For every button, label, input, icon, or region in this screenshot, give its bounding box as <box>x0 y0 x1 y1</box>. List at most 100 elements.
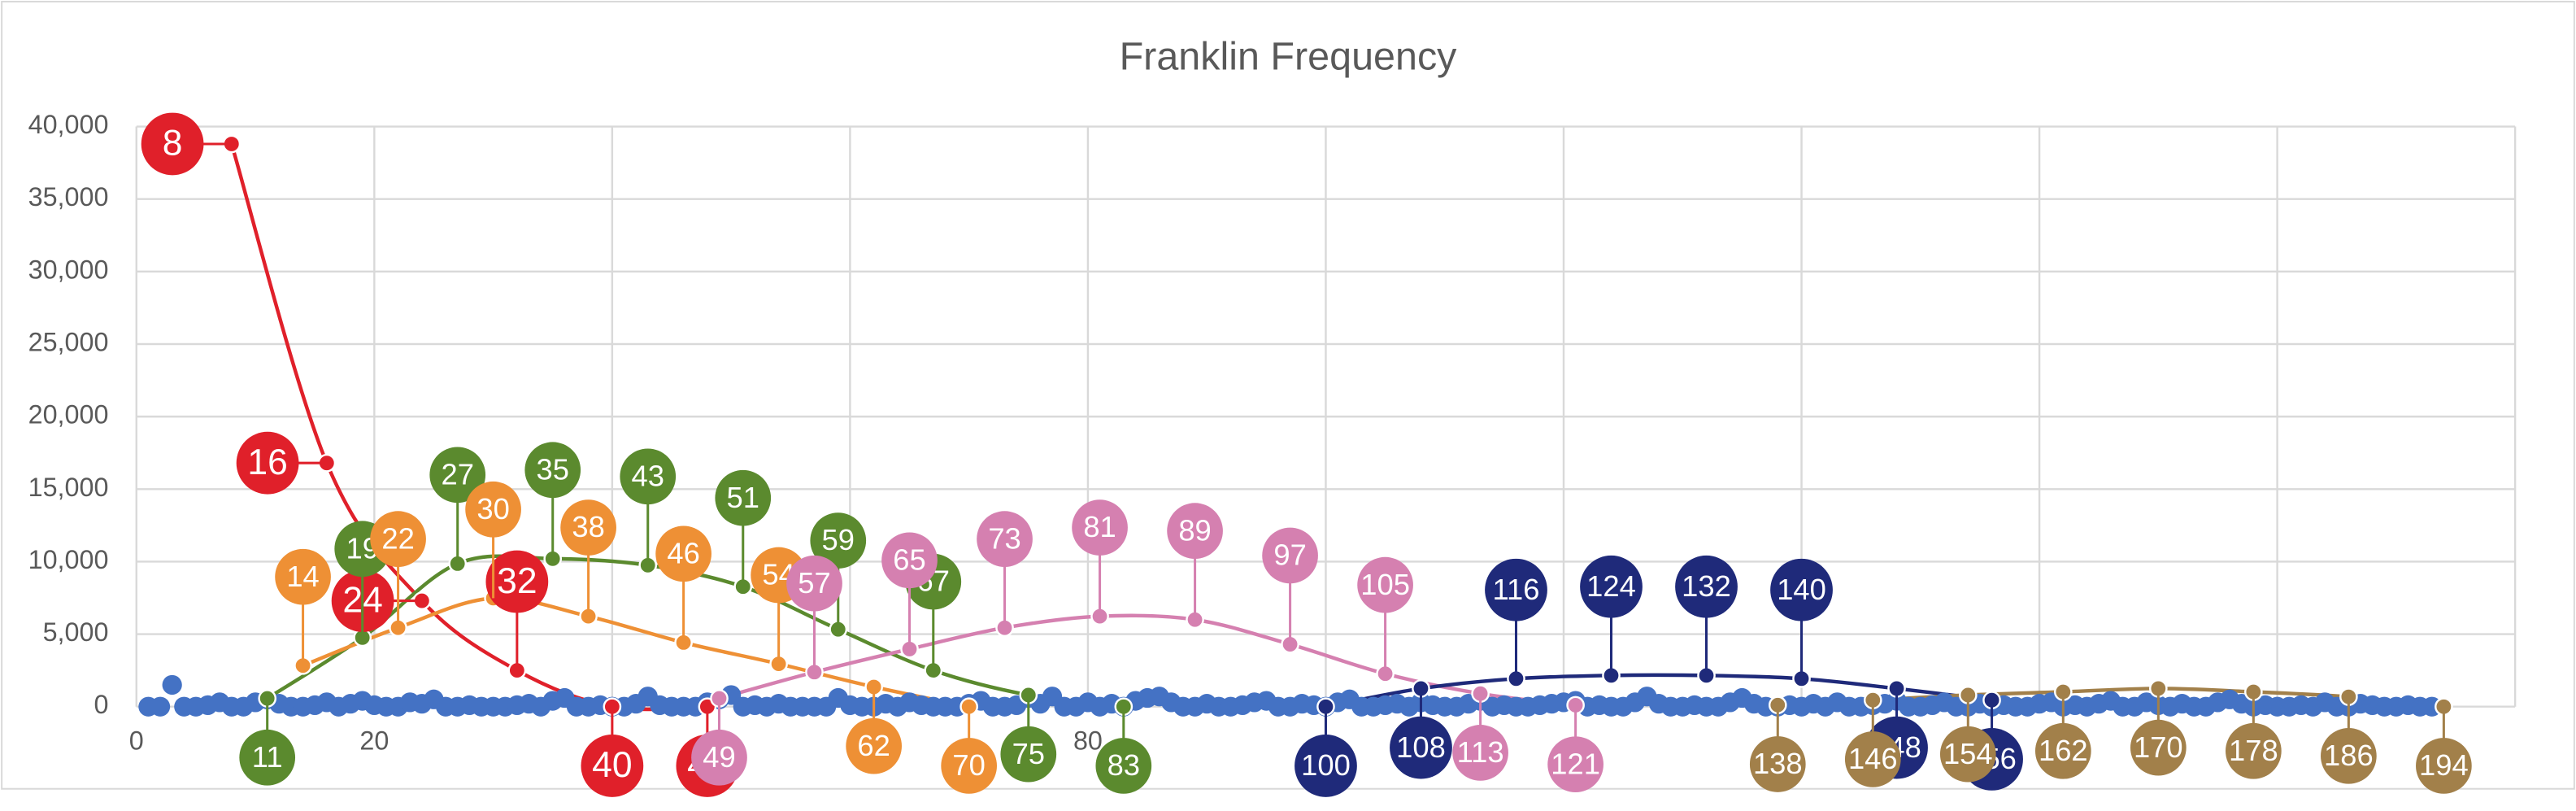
data-label: 65 <box>893 543 925 576</box>
label-bubble <box>560 499 616 556</box>
label-bubble <box>846 717 902 774</box>
data-label: 46 <box>667 536 699 569</box>
data-label: 89 <box>1178 513 1211 547</box>
label-bubble <box>2321 727 2377 784</box>
data-label: 154 <box>1943 737 1993 770</box>
data-label: 116 <box>1493 573 1540 606</box>
label-bubble <box>655 525 711 582</box>
data-label: 105 <box>1360 568 1410 601</box>
label-bubble <box>581 735 644 797</box>
data-label: 62 <box>857 729 890 762</box>
x-tick-label: 0 <box>129 726 144 756</box>
x-tick-label: 80 <box>1073 726 1103 756</box>
data-label: 146 <box>1848 742 1898 775</box>
data-label: 8 <box>163 124 183 164</box>
y-tick-label: 25,000 <box>28 328 109 357</box>
label-bubble <box>1452 725 1508 781</box>
y-tick-label: 40,000 <box>28 110 109 139</box>
label-bubble <box>1167 503 1223 559</box>
label-bubble <box>2130 719 2187 776</box>
y-tick-label: 20,000 <box>28 400 109 429</box>
chart-title: Franklin Frequency <box>1120 35 1458 79</box>
y-tick-label: 35,000 <box>28 182 109 211</box>
data-label: 81 <box>1083 510 1116 543</box>
data-label: 108 <box>1396 730 1446 764</box>
data-label: 140 <box>1777 573 1826 606</box>
x-tick-label: 20 <box>359 726 389 756</box>
label-bubble <box>239 729 296 786</box>
label-bubble <box>1485 558 1547 621</box>
label-bubble <box>1547 736 1603 793</box>
data-label: 132 <box>1682 569 1731 603</box>
label-bubble <box>275 548 331 605</box>
label-bubble <box>524 442 581 499</box>
data-label: 113 <box>1457 735 1504 769</box>
data-label: 75 <box>1012 737 1045 770</box>
label-bubble <box>715 469 772 526</box>
y-tick-label: 5,000 <box>43 617 109 647</box>
scatter-point <box>162 674 182 695</box>
data-label: 16 <box>247 443 287 482</box>
y-tick-label: 10,000 <box>28 545 109 574</box>
data-label: 40 <box>592 745 632 785</box>
label-bubble <box>786 555 842 612</box>
label-bubble <box>141 112 204 176</box>
label-bubble <box>977 511 1033 567</box>
data-label: 186 <box>2324 739 2374 772</box>
series-line <box>1325 673 1992 709</box>
data-label: 49 <box>703 740 735 774</box>
data-label: 43 <box>632 459 664 492</box>
label-bubble <box>1580 555 1643 618</box>
label-bubble <box>465 481 521 538</box>
data-label: 27 <box>441 457 473 491</box>
label-bubble <box>881 532 938 589</box>
label-bubble <box>1295 735 1357 797</box>
label-bubble <box>1357 556 1413 613</box>
data-label: 124 <box>1586 569 1636 603</box>
label-bubble <box>1675 555 1738 618</box>
label-bubble <box>1844 731 1901 787</box>
data-labels: 8162432404811192735435159677583142230384… <box>141 112 2472 797</box>
y-tick-label: 0 <box>94 690 108 719</box>
data-label: 38 <box>572 510 604 543</box>
data-label: 30 <box>476 492 509 525</box>
label-bubble <box>1390 716 1452 779</box>
label-bubble <box>1095 738 1152 794</box>
data-label: 83 <box>1107 748 1140 782</box>
y-tick-label: 15,000 <box>28 473 109 502</box>
chart-border <box>1 1 2575 790</box>
data-label: 121 <box>1551 747 1600 780</box>
label-bubble <box>1770 558 1833 621</box>
data-label: 35 <box>537 452 569 486</box>
label-bubble <box>2226 722 2282 779</box>
scatter-point <box>150 696 171 717</box>
label-bubble <box>620 448 677 505</box>
data-label: 32 <box>497 561 537 601</box>
label-bubble <box>429 447 486 504</box>
label-bubble <box>2034 722 2091 779</box>
data-label: 138 <box>1753 747 1803 780</box>
label-bubble <box>1939 726 1996 783</box>
y-tick-label: 30,000 <box>28 255 109 284</box>
label-bubble <box>691 729 747 786</box>
label-bubble <box>485 550 549 613</box>
data-label: 194 <box>2419 748 2469 782</box>
data-label: 22 <box>381 521 414 555</box>
data-label: 100 <box>1301 748 1351 782</box>
label-bubble <box>810 512 867 569</box>
data-label: 70 <box>952 748 985 782</box>
data-label: 178 <box>2229 734 2278 767</box>
label-bubble <box>1072 499 1128 556</box>
label-bubble <box>941 738 998 794</box>
label-bubble <box>2416 738 2472 794</box>
label-bubble <box>370 511 426 567</box>
data-label: 51 <box>727 481 759 514</box>
label-bubble <box>236 431 299 495</box>
data-label: 59 <box>822 523 855 556</box>
data-label: 170 <box>2134 730 2183 764</box>
data-label: 73 <box>988 521 1020 555</box>
label-bubble <box>1262 527 1318 584</box>
data-label: 57 <box>798 566 830 600</box>
